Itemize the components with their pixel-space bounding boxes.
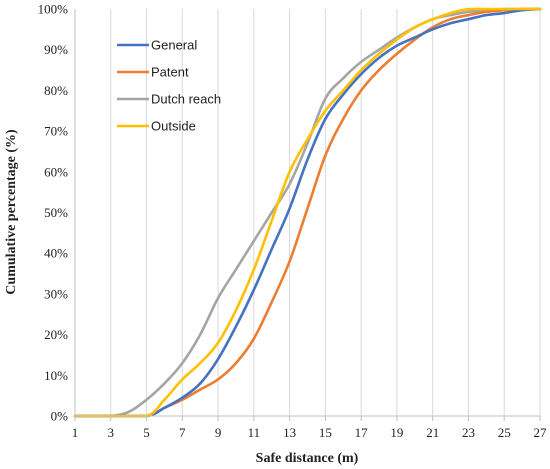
- y-tick-label: 100%: [38, 2, 69, 17]
- y-tick-labels: 0% 10% 20% 30% 40% 50% 60% 70% 80% 90% 100%: [38, 2, 69, 424]
- y-tick-label: 70%: [44, 124, 68, 139]
- legend-label: Dutch reach: [151, 92, 221, 107]
- legend-label: General: [151, 38, 197, 53]
- axes: [74, 9, 541, 421]
- legend-label: Outside: [151, 119, 196, 134]
- x-tick-label: 11: [248, 425, 261, 440]
- y-tick-label: 90%: [44, 42, 68, 57]
- series-line-outside: [73, 7, 542, 418]
- series-line-patent: [73, 7, 542, 418]
- series-lines: [73, 7, 542, 418]
- legend-label: Patent: [151, 65, 189, 80]
- x-tick-label: 23: [462, 425, 475, 440]
- x-tick-label: 21: [426, 425, 439, 440]
- x-tick-label: 9: [215, 425, 222, 440]
- y-tick-label: 80%: [44, 83, 68, 98]
- y-tick-label: 30%: [44, 286, 68, 301]
- x-tick-label: 13: [283, 425, 296, 440]
- gridlines: [110, 9, 541, 416]
- y-tick-label: 20%: [44, 327, 68, 342]
- x-tick-label: 25: [498, 425, 511, 440]
- x-tick-label: 17: [355, 425, 369, 440]
- y-tick-label: 40%: [44, 246, 68, 261]
- y-tick-label: 50%: [44, 205, 68, 220]
- legend: General Patent Dutch reach Outside: [117, 38, 221, 134]
- series-line-dutch-reach: [73, 7, 542, 418]
- x-tick-label: 15: [319, 425, 332, 440]
- x-tick-label: 7: [179, 425, 186, 440]
- y-tick-label: 10%: [44, 368, 68, 383]
- y-tick-label: 60%: [44, 164, 68, 179]
- y-tick-label: 0%: [51, 409, 69, 424]
- y-axis-title: Cumulative percentage (%): [4, 129, 19, 295]
- x-axis-title: Safe distance (m): [256, 451, 359, 466]
- x-tick-label: 5: [143, 425, 150, 440]
- x-tick-label: 19: [390, 425, 403, 440]
- x-tick-label: 1: [72, 425, 79, 440]
- x-tick-labels: 1 3 5 7 9 11 13 15 17 19 21 23 25 27: [72, 425, 547, 440]
- series-line-general: [73, 7, 542, 418]
- x-tick-label: 3: [108, 425, 115, 440]
- x-tick-label: 27: [534, 425, 548, 440]
